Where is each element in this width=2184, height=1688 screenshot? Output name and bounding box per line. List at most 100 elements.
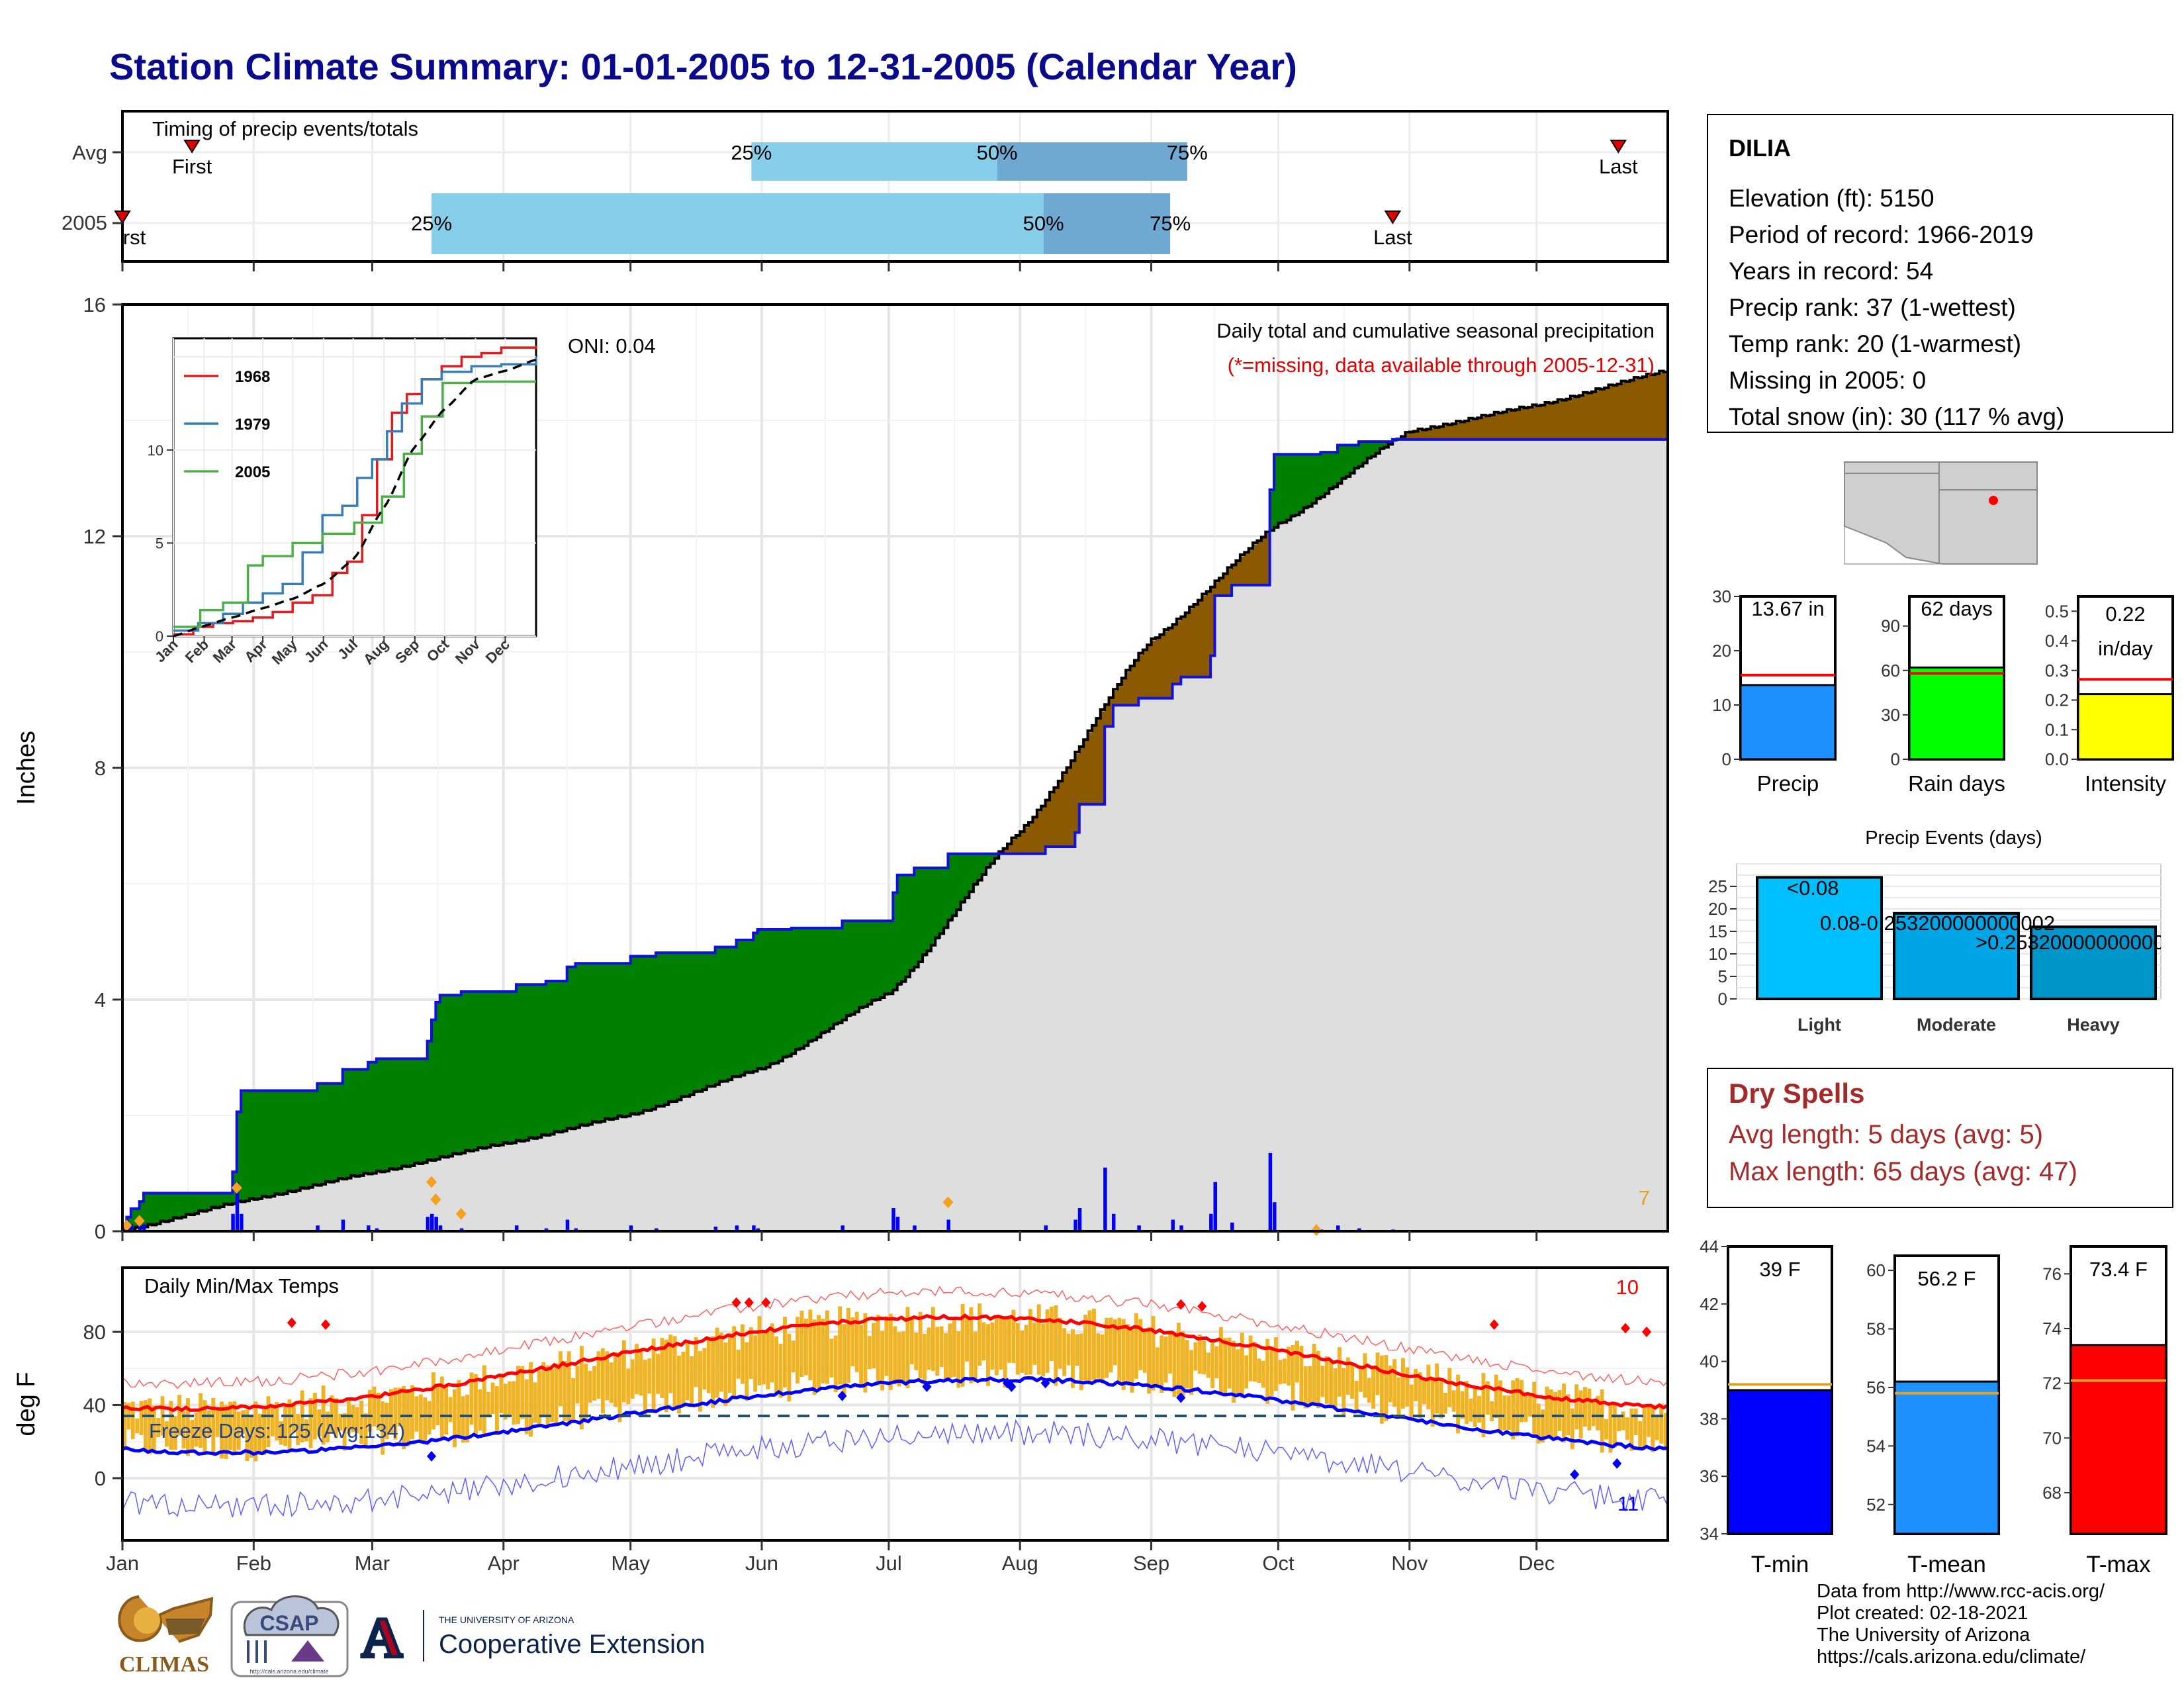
temp-summary-bar xyxy=(1893,1380,2000,1535)
daily-temp-bar xyxy=(397,1387,402,1427)
daily-precip-bar xyxy=(1268,1152,1273,1231)
record-high-marker xyxy=(1197,1301,1207,1312)
daily-temp-bar xyxy=(1363,1353,1367,1398)
daily-temp-bar xyxy=(1570,1408,1574,1450)
timing-p25-label: 25% xyxy=(731,141,772,164)
daily-temp-bar xyxy=(723,1342,728,1407)
daily-temp-bar xyxy=(1338,1347,1342,1397)
temperature-panel: Daily Min/Max Temps Freeze Days: 125 (Av… xyxy=(13,1266,1669,1575)
daily-temp-bar xyxy=(761,1332,766,1385)
daily-temp-bar xyxy=(508,1381,512,1417)
temp-summary-tick-label: 76 xyxy=(2042,1264,2062,1284)
daily-temp-bar xyxy=(884,1316,889,1376)
daily-temp-bar xyxy=(236,1411,241,1450)
inset-average-line xyxy=(173,358,537,637)
daily-temp-bar xyxy=(1295,1340,1299,1383)
daily-precip-bar xyxy=(756,1228,760,1231)
timing-bar-50-75 xyxy=(997,142,1187,181)
daily-precip-bar xyxy=(514,1225,519,1231)
daily-temp-bar xyxy=(1506,1395,1511,1430)
daily-temp-bar xyxy=(1600,1389,1604,1453)
daily-temp-bar xyxy=(1160,1335,1164,1393)
temp-summary-tick-label: 40 xyxy=(1700,1352,1719,1372)
events-category-label: Moderate xyxy=(1917,1015,1996,1035)
mini-chart-tick-label: 10 xyxy=(1712,695,1731,715)
daily-temp-bar xyxy=(1350,1364,1355,1399)
daily-temp-bar xyxy=(639,1350,643,1396)
daily-temp-bar xyxy=(385,1402,389,1439)
daily-temp-bar xyxy=(690,1356,694,1405)
daily-temp-bar xyxy=(960,1304,965,1387)
daily-temp-bar xyxy=(1591,1400,1596,1427)
inset-legend-label: 2005 xyxy=(235,463,270,481)
daily-temp-bar xyxy=(435,1386,440,1426)
daily-temp-bar xyxy=(550,1369,555,1423)
daily-temp-bar xyxy=(579,1346,584,1430)
avg-max-line xyxy=(122,1313,1669,1413)
daily-temp-bar xyxy=(952,1319,956,1377)
daily-temp-bar xyxy=(270,1405,275,1436)
daily-temp-bar xyxy=(469,1372,474,1425)
daily-temp-bar xyxy=(803,1319,808,1376)
daily-temp-bar xyxy=(1435,1363,1439,1414)
station-info-line: Temp rank: 20 (1-warmest) xyxy=(1729,330,2021,357)
csap-url: http://cals.arizona.edu/climate xyxy=(250,1668,328,1675)
daily-temp-bar xyxy=(617,1352,622,1423)
missing-note: (*=missing, data available through 2005-… xyxy=(1228,353,1655,377)
mini-chart-value: 13.67 in xyxy=(1751,597,1824,620)
temp-summary-value: 39 F xyxy=(1759,1258,1800,1281)
daily-temp-bar xyxy=(148,1398,152,1454)
mini-chart-tick-label: 0.3 xyxy=(2045,661,2069,680)
daily-temp-bar xyxy=(1024,1325,1028,1376)
daily-precip-bar xyxy=(913,1225,917,1231)
timing-panel: Timing of precip events/totals Avg 2005 … xyxy=(62,110,1669,271)
daily-precip-bar xyxy=(1213,1182,1217,1231)
daily-temp-bar xyxy=(1091,1308,1096,1380)
daily-temp-bar xyxy=(1007,1316,1011,1363)
daily-temp-bar xyxy=(778,1344,783,1398)
inset-y-tick-label: 5 xyxy=(156,535,163,551)
daily-temp-bar xyxy=(423,1397,428,1442)
daily-temp-bar xyxy=(994,1318,999,1376)
timing-p75-label: 75% xyxy=(1167,141,1208,164)
temp-summary-tick-label: 70 xyxy=(2042,1428,2062,1448)
daily-precip-bar xyxy=(1073,1219,1077,1231)
daily-temp-bar xyxy=(1168,1330,1173,1374)
daily-temp-bar xyxy=(1549,1389,1553,1437)
daily-temp-bar xyxy=(782,1317,787,1388)
snow-marker xyxy=(942,1196,954,1209)
month-label: Mar xyxy=(355,1552,390,1575)
daily-temp-bar xyxy=(821,1319,825,1383)
daily-temp-bar xyxy=(749,1327,753,1380)
daily-temp-bar xyxy=(1464,1381,1469,1425)
daily-temp-bar xyxy=(194,1413,199,1447)
climas-logo-text: CLIMAS xyxy=(119,1652,209,1677)
station-info-line: Total snow (in): 30 (117 % avg) xyxy=(1729,403,2064,430)
daily-temp-bar xyxy=(719,1333,723,1392)
events-value-labels: <0.08 0.08-0.253200000000002>0.2532000000… xyxy=(1787,876,2161,954)
daily-temp-bar xyxy=(702,1348,707,1390)
daily-temp-bar xyxy=(190,1420,195,1452)
daily-temp-bar xyxy=(1608,1403,1613,1453)
temp-summary-tick-label: 36 xyxy=(1700,1466,1719,1486)
daily-temp-bar xyxy=(363,1413,368,1447)
record-high-marker xyxy=(1621,1323,1631,1334)
daily-temp-bar xyxy=(965,1316,969,1362)
daily-temp-bar xyxy=(711,1336,715,1408)
events-y-tick-label: 10 xyxy=(1708,944,1727,964)
daily-temp-bar xyxy=(473,1374,478,1435)
temp-summary-tick-label: 58 xyxy=(1866,1319,1886,1339)
daily-temp-bar xyxy=(1138,1319,1143,1370)
daily-temp-bar xyxy=(342,1413,347,1451)
daily-temp-bar xyxy=(164,1421,169,1447)
last-event-label: Last xyxy=(1373,226,1412,249)
daily-temp-bar xyxy=(1443,1392,1447,1414)
daily-temp-bar xyxy=(143,1400,148,1450)
daily-temp-bar xyxy=(1566,1394,1570,1436)
climas-logo: CLIMAS xyxy=(118,1595,214,1677)
daily-temp-bar xyxy=(969,1307,974,1383)
month-label: Jun xyxy=(745,1552,778,1575)
daily-temp-bar xyxy=(1172,1332,1177,1397)
